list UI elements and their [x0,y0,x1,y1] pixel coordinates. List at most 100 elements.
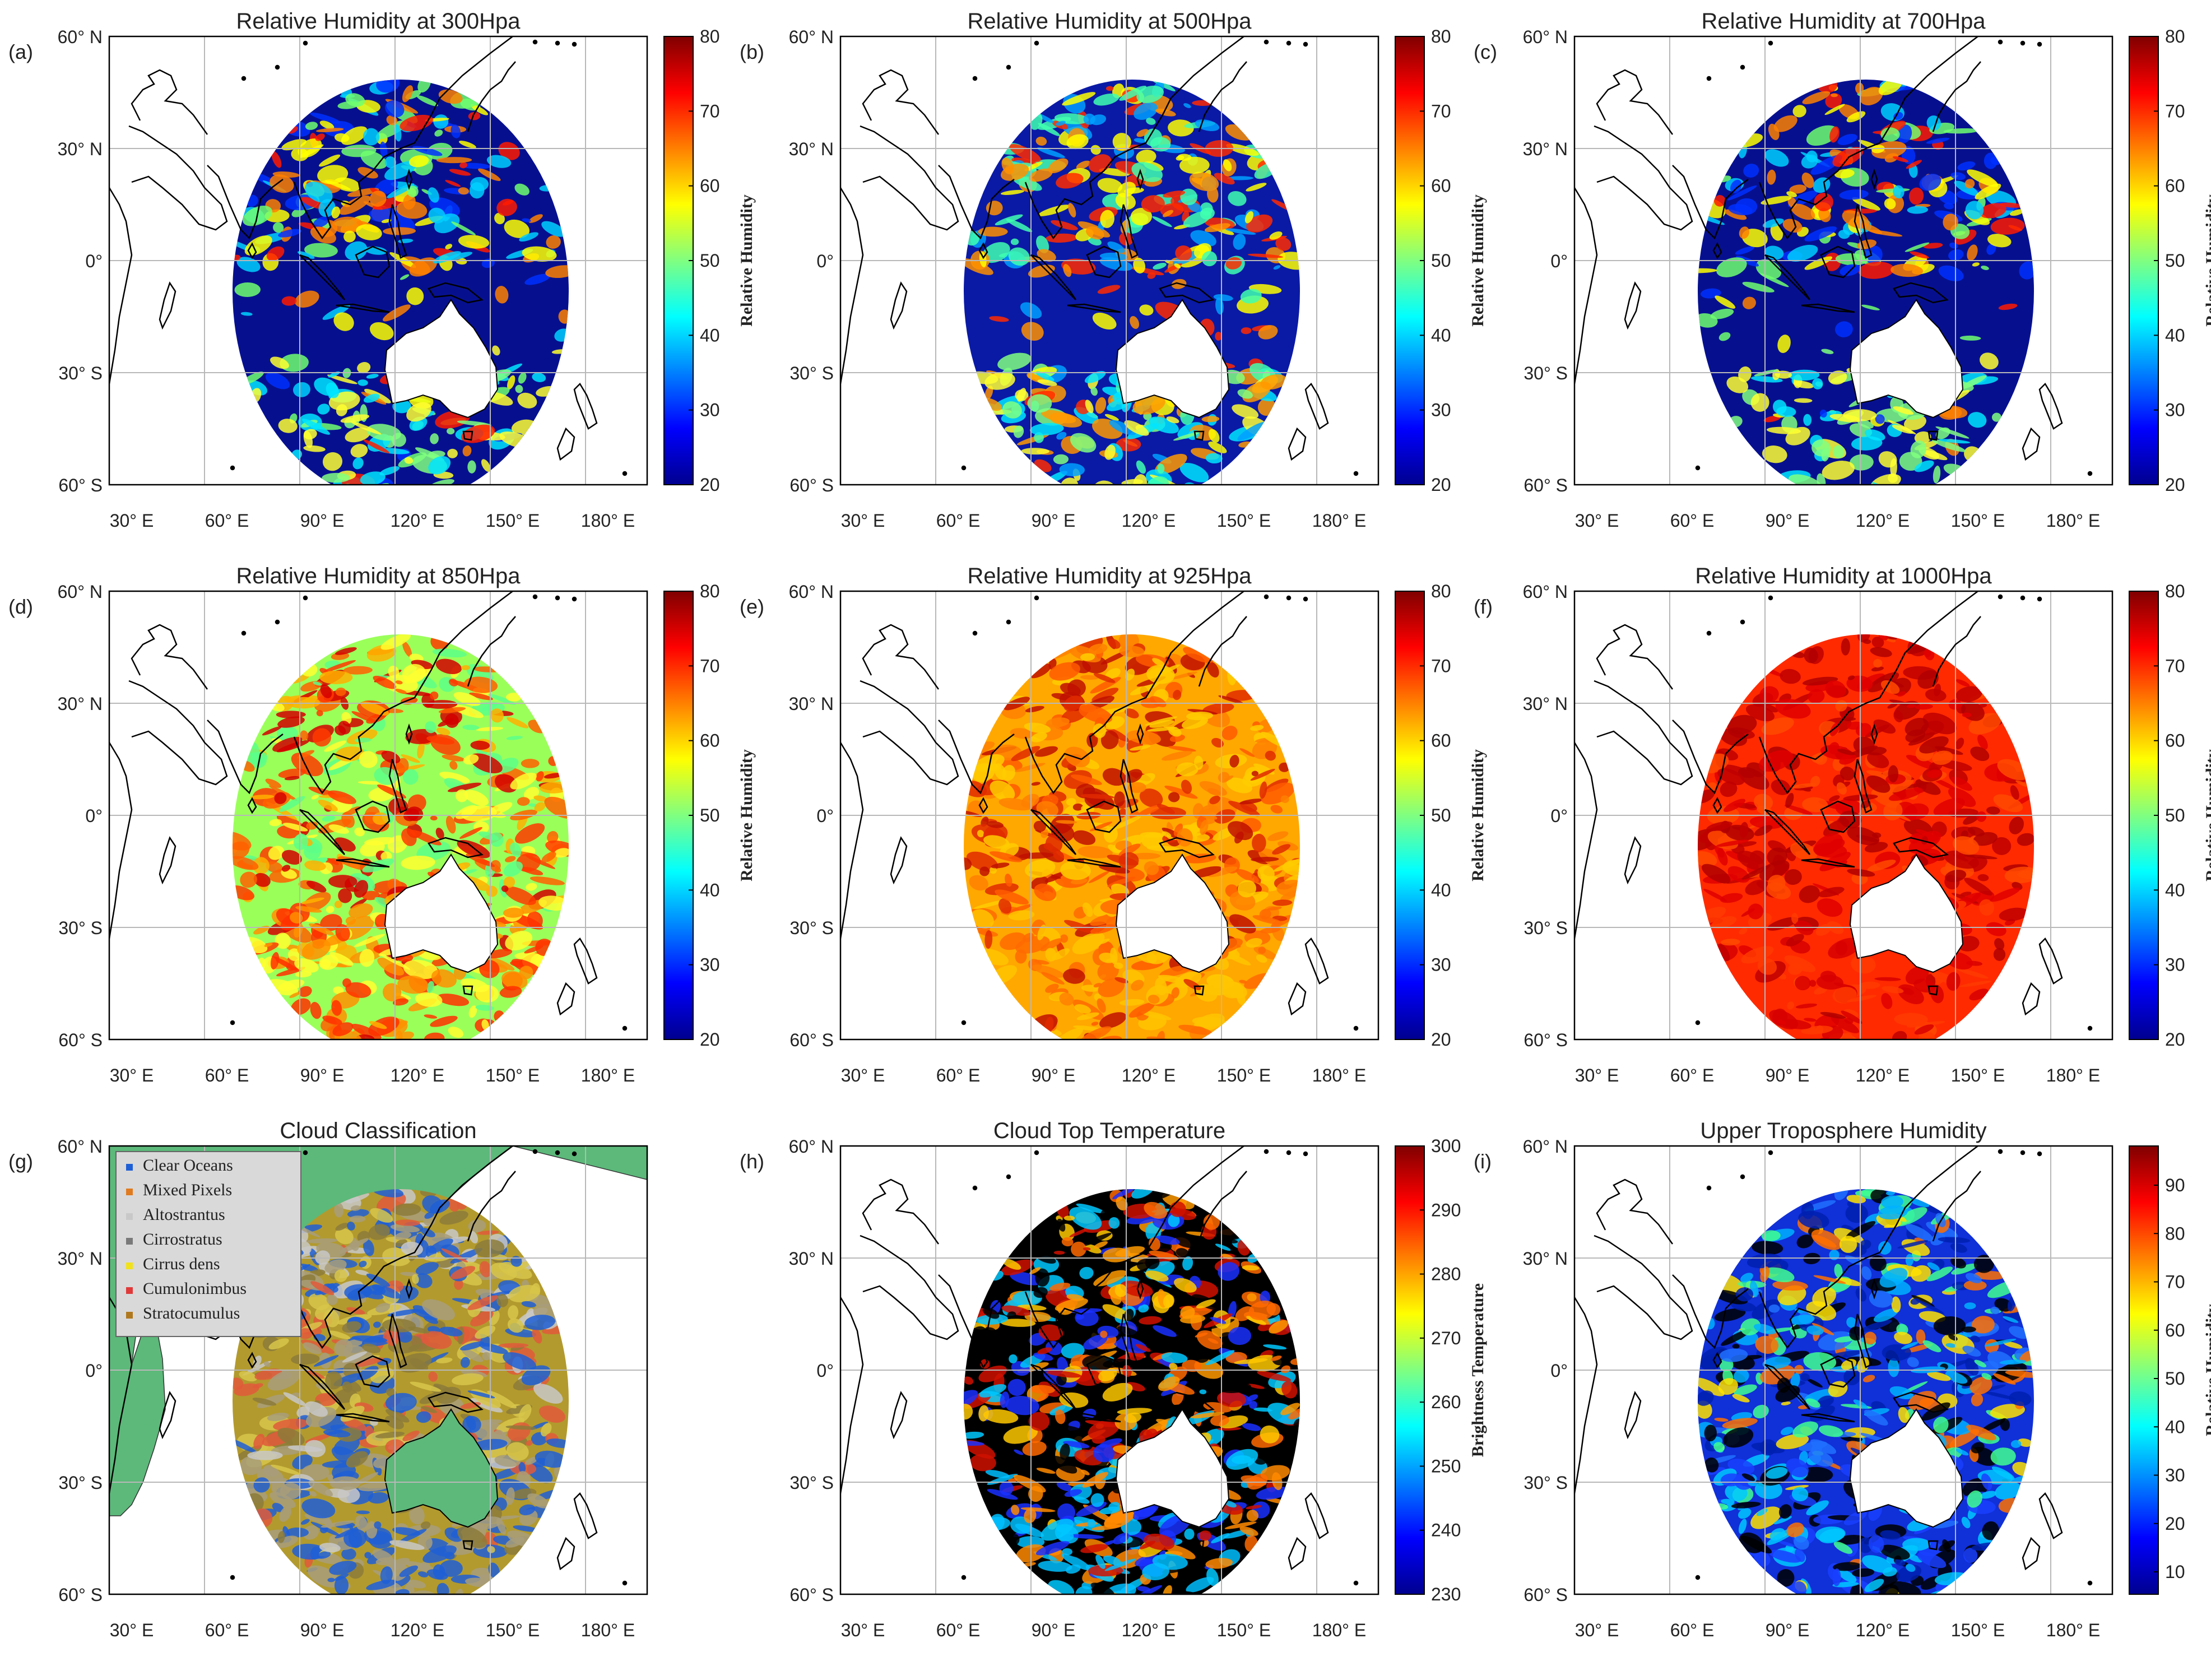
lat-tick-label: 60° S [1523,1585,1568,1605]
colorbar-tick-label: 80 [700,26,720,47]
colorbar-tick-label: 230 [1431,1584,1461,1604]
colorbar-tick-label: 300 [1431,1136,1461,1156]
lon-tick-label: 60° E [205,1620,249,1640]
colorbar [663,591,694,1040]
lat-tick-label: 30° S [1523,1473,1568,1493]
coastlines [1574,591,2093,1031]
plot-frame [839,1145,1379,1595]
lon-tick-label: 180° E [1312,511,1366,531]
colorbar-tick-label: 290 [1431,1200,1461,1220]
colorbar-label: Relative Humidity [2203,194,2211,327]
lon-tick-label: 150° E [1951,511,2005,531]
panel-title: Cloud Classification [280,1119,476,1143]
colorbar-tick-label: 30 [2165,955,2185,975]
lon-tick-label: 60° E [936,511,981,531]
lon-tick-label: 90° E [300,1620,345,1640]
panel-tag: (h) [740,1150,764,1173]
colorbar-tick-label: 60 [700,731,720,751]
legend-label: Mixed Pixels [143,1181,232,1199]
colorbar-tick-label: 60 [1431,176,1451,196]
lon-tick-label: 180° E [2046,1620,2100,1640]
lon-tick-label: 60° E [205,511,249,531]
lat-tick-label: 60° S [789,1585,834,1605]
panel-tag: (f) [1474,595,1493,618]
colorbar-label: Relative Humidity [737,194,756,327]
panel-title: Relative Humidity at 925Hpa [968,564,1252,588]
grid [840,591,1378,1039]
panel-title: Relative Humidity at 1000Hpa [1695,564,1992,588]
panel-b: Relative Humidity at 500Hpa (b) 60° N 30° N… [740,9,1487,531]
colorbar [2129,591,2159,1040]
legend-label: Cumulonimbus [143,1279,247,1298]
colorbar-tick-label: 30 [2165,1465,2185,1486]
lat-tick-label: 30° N [1523,1249,1568,1269]
colorbar-tick-label: 240 [1431,1520,1461,1540]
colorbar-label: Relative Humidity [2203,749,2211,881]
colorbar-label: Relative Humidity [1469,194,1487,327]
lon-tick-label: 30° E [841,511,885,531]
colorbar-tick-label: 40 [2165,1417,2185,1437]
lat-tick-label: 30° S [58,918,103,938]
panel-c: Relative Humidity at 700Hpa (c) 60° N 30° N… [1474,9,2211,531]
grid [109,36,647,485]
lon-tick-label: 30° E [1575,1065,1619,1085]
legend-label: Cirrus dens [143,1255,220,1273]
lat-tick-label: 30° N [789,694,834,714]
lon-tick-label: 30° E [1575,1620,1619,1640]
lat-tick-label: 30° N [1523,694,1568,714]
colorbar-tick-label: 70 [2165,101,2185,121]
colorbar [2129,1145,2159,1595]
lon-tick-label: 180° E [2046,511,2100,531]
plot-frame [108,590,648,1041]
grid [1574,36,2112,485]
lon-tick-label: 30° E [1575,511,1619,531]
colorbar-tick-label: 50 [2165,805,2185,825]
lat-tick-label: 60° S [58,475,103,495]
legend-swatch [126,1164,133,1171]
panel-title: Relative Humidity at 500Hpa [968,9,1252,34]
lon-tick-label: 180° E [581,1620,635,1640]
data-field [1698,80,2034,485]
lat-tick-label: 30° S [789,1473,834,1493]
colorbar-tick-label: 50 [2165,1368,2185,1389]
colorbar-tick-label: 260 [1431,1392,1461,1412]
lat-tick-label: 0° [816,806,834,826]
colorbar-tick-label: 30 [700,400,720,420]
lon-tick-label: 30° E [110,1620,154,1640]
panel-d: Relative Humidity at 850Hpa (d) 60° N 30° N… [8,564,756,1085]
lon-tick-label: 90° E [300,1065,345,1085]
colorbar-tick-label: 20 [2165,475,2185,495]
lat-tick-label: 60° N [58,1136,103,1157]
legend-swatch [126,1263,133,1269]
lon-tick-label: 180° E [1312,1620,1366,1640]
colorbar-tick-label: 50 [700,250,720,271]
legend-swatch [126,1287,133,1294]
lon-tick-label: 90° E [1032,1065,1076,1085]
colorbar-tick-label: 20 [2165,1029,2185,1050]
colorbar-tick-label: 30 [1431,400,1451,420]
lon-tick-label: 60° E [1670,1065,1715,1085]
lon-tick-label: 120° E [1122,1065,1176,1085]
grid [1574,591,2112,1039]
lat-tick-label: 60° N [58,582,103,602]
plot-frame [839,590,1379,1041]
lat-tick-label: 60° S [789,475,834,495]
colorbar-tick-label: 30 [2165,400,2185,420]
panel-title: Relative Humidity at 700Hpa [1702,9,1986,34]
legend-swatch [126,1312,133,1319]
colorbar [1395,1145,1425,1595]
lat-tick-label: 0° [816,251,834,271]
colorbar-tick-label: 70 [2165,1272,2185,1292]
colorbar-tick-label: 50 [1431,805,1451,825]
colorbar-tick-label: 70 [700,656,720,676]
lat-tick-label: 30° N [58,139,103,159]
colorbar-tick-label: 80 [2165,581,2185,601]
plot-frame [1573,590,2114,1041]
colorbar-tick-label: 80 [1431,26,1451,47]
lon-tick-label: 30° E [841,1065,885,1085]
panel-g: Cloud Classification (g) 60° N 30° N 0° 30° S… [8,1119,648,1640]
legend-swatch [126,1213,133,1220]
lat-tick-label: 60° N [1523,1136,1568,1157]
lon-tick-label: 120° E [1856,1065,1910,1085]
lon-tick-label: 60° E [1670,1620,1715,1640]
